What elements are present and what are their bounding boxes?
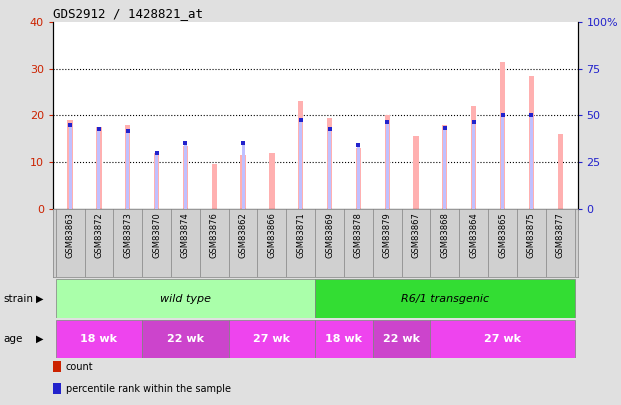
Text: GSM83862: GSM83862 bbox=[238, 212, 248, 258]
Bar bbox=[443, 128, 446, 209]
Text: ▶: ▶ bbox=[36, 294, 43, 304]
Text: age: age bbox=[3, 334, 22, 344]
Text: 27 wk: 27 wk bbox=[253, 334, 291, 344]
Bar bbox=[298, 102, 303, 209]
Text: GSM83877: GSM83877 bbox=[556, 212, 564, 258]
Text: GSM83869: GSM83869 bbox=[325, 212, 334, 258]
Text: GSM83867: GSM83867 bbox=[412, 212, 420, 258]
Bar bbox=[356, 148, 361, 209]
Bar bbox=[125, 125, 130, 209]
Bar bbox=[558, 134, 563, 209]
Text: ▶: ▶ bbox=[36, 334, 43, 344]
Text: count: count bbox=[66, 362, 93, 371]
Bar bbox=[384, 115, 390, 209]
Bar bbox=[142, 320, 229, 358]
Text: GSM83864: GSM83864 bbox=[469, 212, 478, 258]
Bar bbox=[442, 125, 448, 209]
Bar bbox=[155, 153, 158, 209]
Bar bbox=[327, 118, 332, 209]
Text: GSM83870: GSM83870 bbox=[152, 212, 161, 258]
Bar bbox=[154, 153, 159, 209]
Text: GSM83873: GSM83873 bbox=[123, 212, 132, 258]
Bar bbox=[315, 320, 373, 358]
Text: GSM83876: GSM83876 bbox=[210, 212, 219, 258]
Text: GSM83879: GSM83879 bbox=[383, 212, 392, 258]
Bar bbox=[56, 320, 142, 358]
Bar bbox=[315, 279, 574, 318]
Text: GSM83871: GSM83871 bbox=[296, 212, 306, 258]
Bar bbox=[414, 136, 419, 209]
Text: percentile rank within the sample: percentile rank within the sample bbox=[66, 384, 231, 394]
Bar bbox=[96, 127, 101, 209]
Bar bbox=[270, 153, 274, 209]
Bar bbox=[183, 146, 188, 209]
Bar bbox=[212, 164, 217, 209]
Bar bbox=[68, 120, 73, 209]
Text: wild type: wild type bbox=[160, 294, 211, 304]
Bar bbox=[500, 62, 505, 209]
Bar bbox=[471, 106, 476, 209]
Bar bbox=[373, 320, 430, 358]
Text: GDS2912 / 1428821_at: GDS2912 / 1428821_at bbox=[53, 7, 203, 20]
Text: strain: strain bbox=[3, 294, 33, 304]
Bar bbox=[56, 279, 315, 318]
Bar bbox=[386, 122, 389, 209]
Text: GSM83872: GSM83872 bbox=[94, 212, 104, 258]
Bar bbox=[501, 115, 504, 209]
Text: 22 wk: 22 wk bbox=[383, 334, 420, 344]
Text: GSM83874: GSM83874 bbox=[181, 212, 190, 258]
Text: R6/1 transgenic: R6/1 transgenic bbox=[401, 294, 489, 304]
Bar bbox=[229, 320, 315, 358]
Bar bbox=[529, 76, 534, 209]
Bar bbox=[430, 320, 574, 358]
Bar bbox=[97, 130, 101, 209]
Text: GSM83863: GSM83863 bbox=[66, 212, 75, 258]
Bar bbox=[184, 143, 187, 209]
Text: GSM83878: GSM83878 bbox=[354, 212, 363, 258]
Bar bbox=[530, 115, 533, 209]
Bar bbox=[242, 143, 245, 209]
Text: 18 wk: 18 wk bbox=[80, 334, 117, 344]
Bar bbox=[299, 120, 302, 209]
Bar bbox=[68, 125, 71, 209]
Text: GSM83866: GSM83866 bbox=[268, 212, 276, 258]
Text: GSM83865: GSM83865 bbox=[498, 212, 507, 258]
Text: GSM83868: GSM83868 bbox=[440, 212, 450, 258]
Text: 27 wk: 27 wk bbox=[484, 334, 521, 344]
Text: GSM83875: GSM83875 bbox=[527, 212, 536, 258]
Text: 18 wk: 18 wk bbox=[325, 334, 363, 344]
Bar bbox=[328, 130, 331, 209]
Bar bbox=[126, 131, 129, 209]
Text: 22 wk: 22 wk bbox=[167, 334, 204, 344]
Bar bbox=[240, 155, 246, 209]
Bar bbox=[357, 145, 360, 209]
Bar bbox=[472, 122, 475, 209]
